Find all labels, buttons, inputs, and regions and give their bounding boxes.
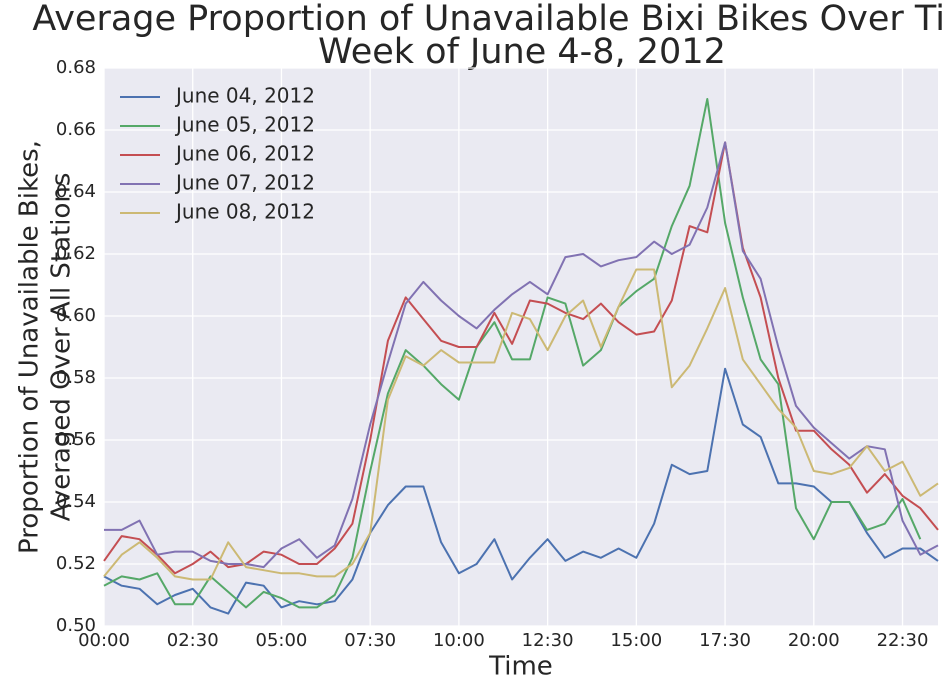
y-tick-label: 0.56 [56, 429, 96, 450]
series-line [103, 268, 939, 581]
plot-area [104, 68, 938, 626]
grid [103, 67, 938, 627]
x-tick-label: 02:30 [167, 630, 219, 651]
x-axis-label: Time [488, 652, 553, 682]
x-tick-label: 05:00 [256, 630, 308, 651]
x-tick-label: 15:00 [610, 630, 662, 651]
chart-title: Average Proportion of Unavailable Bixi B… [32, 0, 946, 39]
x-tick-label: 22:30 [877, 630, 929, 651]
legend-label: June 05, 2012 [174, 113, 315, 137]
series-line [103, 98, 922, 609]
legend-label: June 08, 2012 [174, 200, 315, 224]
series-line [103, 367, 939, 615]
chart-title: Week of June 4-8, 2012 [318, 32, 726, 72]
x-tick-label: 10:00 [433, 630, 485, 651]
legend: June 04, 2012 June 05, 2012 June 06, 2012 J… [120, 84, 315, 224]
y-axis-label: Averaged Over All Stations [47, 173, 77, 522]
y-tick-label: 0.60 [56, 305, 96, 326]
y-tick-label: 0.54 [56, 491, 96, 512]
y-tick-label: 0.58 [56, 367, 96, 388]
x-tick-label: 12:30 [522, 630, 574, 651]
y-tick-label: 0.66 [56, 119, 96, 140]
y-tick-label: 0.50 [56, 615, 96, 636]
x-tick-label: 07:30 [344, 630, 396, 651]
y-tick-label: 0.62 [56, 243, 96, 264]
legend-label: June 07, 2012 [174, 171, 315, 195]
y-tick-label: 0.68 [56, 57, 96, 78]
legend-label: June 04, 2012 [174, 84, 315, 108]
x-tick-label: 00:00 [78, 630, 130, 651]
lines [103, 98, 939, 615]
y-tick-label: 0.52 [56, 553, 96, 574]
y-axis-label: Proportion of Unavailable Bikes, [15, 140, 45, 554]
x-tick-label: 17:30 [699, 630, 751, 651]
y-tick-label: 0.64 [56, 181, 96, 202]
legend-label: June 06, 2012 [174, 142, 315, 166]
x-tick-label: 20:00 [788, 630, 840, 651]
